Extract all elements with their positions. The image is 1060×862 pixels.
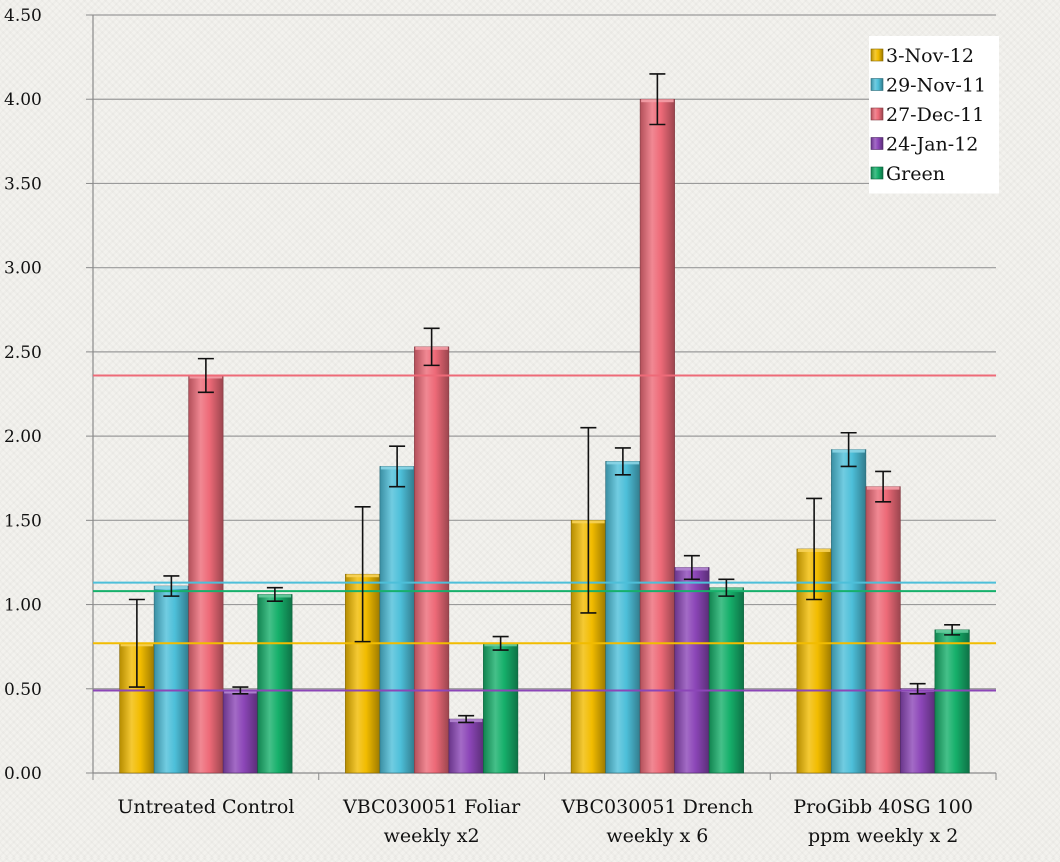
legend-swatch [870,48,884,62]
category-label: weekly x2 [384,825,480,847]
y-tick-label: 0.00 [4,764,42,784]
y-tick-label: 4.50 [4,6,42,26]
category-label: weekly x 6 [606,825,708,847]
legend-label: 3-Nov-12 [886,45,974,67]
category-label: VBC030051 Drench [560,796,753,818]
error-bars [128,73,961,724]
legend-label: 29-Nov-11 [886,75,986,97]
y-tick-label: 2.00 [4,427,42,447]
y-tick-label: 0.50 [4,680,42,700]
bar [674,567,710,774]
labels: 0.00 0.50 1.00 1.50 2.00 2.50 3.00 3.50 4.00 4.50… [4,6,973,847]
reference-lines [93,374,996,692]
bar [639,98,675,774]
bar [831,449,867,774]
legend-swatch [870,166,884,180]
bar [448,718,484,774]
legend-box [869,36,999,194]
bar [605,461,641,774]
bar [934,629,970,774]
bar [865,486,901,774]
gridlines [93,14,996,690]
category-label: Untreated Control [117,796,294,818]
category-label: VBC030051 Foliar [342,796,521,818]
bar [257,594,293,774]
y-tick-label: 1.00 [4,596,42,616]
bar [188,375,224,774]
bar [708,587,744,774]
category-label: ppm weekly x 2 [808,825,958,847]
legend-label: 24-Jan-12 [886,134,978,156]
bar [414,346,450,774]
bar [222,690,258,774]
legend-swatch [870,107,884,121]
bar [483,642,519,774]
bar [153,585,189,774]
legend-label: 27-Dec-11 [886,104,984,126]
y-tick-label: 3.00 [4,259,42,279]
legend-swatch [870,78,884,91]
y-tick-label: 3.50 [4,174,42,194]
y-tick-label: 1.50 [4,511,42,531]
y-tick-label: 4.00 [4,90,42,110]
legend: 3-Nov-12 29-Nov-11 27-Dec-11 24-Jan-12 Green [869,36,999,194]
bar [900,688,936,774]
legend-label: Green [886,163,945,185]
legend-swatch [870,137,884,150]
bar [379,466,415,774]
y-tick-label: 2.50 [4,343,42,363]
category-label: ProGibb 40SG 100 [793,796,973,818]
